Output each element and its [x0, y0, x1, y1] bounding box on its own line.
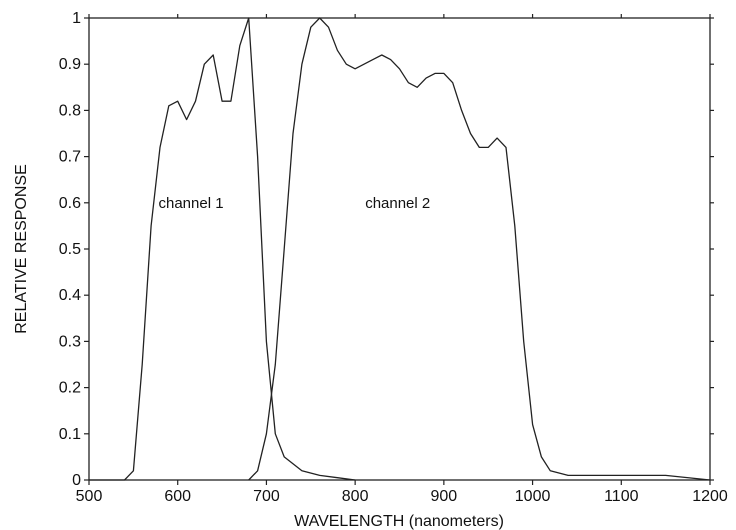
series-annotation-2: channel 2	[365, 195, 430, 212]
y-tick-label: 0.5	[59, 241, 81, 258]
y-tick-label: 0	[72, 472, 81, 489]
series-layer	[89, 17, 711, 481]
y-axis-ticks: 0 0.1 0.2 0.3 0.4 0.5 0.6 0.7 0.8 0.9 1	[59, 10, 714, 489]
x-tick-label: 1200	[692, 488, 728, 505]
plot-frame	[88, 17, 711, 481]
x-tick-label: 900	[431, 488, 458, 505]
series-line-channel-2	[248, 17, 711, 481]
x-tick-label: 500	[76, 488, 103, 505]
series-annotation-1: channel 1	[158, 195, 223, 212]
x-tick-label: 800	[342, 488, 369, 505]
y-tick-label: 0.8	[59, 102, 81, 119]
x-tick-label: 700	[253, 488, 280, 505]
y-tick-label: 0.7	[59, 149, 81, 166]
x-tick-label: 1000	[515, 488, 551, 505]
y-tick-label: 0.3	[59, 333, 81, 350]
y-axis-label: RELATIVE RESPONSE	[13, 164, 30, 334]
annotation-layer: channel 1 channel 2	[158, 195, 430, 212]
x-axis-label: WAVELENGTH (nanometers)	[294, 513, 504, 530]
x-tick-label: 1100	[604, 488, 639, 505]
y-tick-label: 0.1	[59, 426, 81, 443]
x-axis-ticks: 500 600 700 800 900 1000 1100 1200	[76, 14, 728, 505]
y-tick-label: 0.6	[59, 195, 81, 212]
series-line-channel-1	[89, 17, 356, 481]
y-tick-label: 1	[72, 10, 81, 27]
y-tick-label: 0.2	[59, 380, 81, 397]
y-tick-label: 0.9	[59, 56, 81, 73]
y-tick-label: 0.4	[59, 287, 81, 304]
x-tick-label: 600	[164, 488, 191, 505]
